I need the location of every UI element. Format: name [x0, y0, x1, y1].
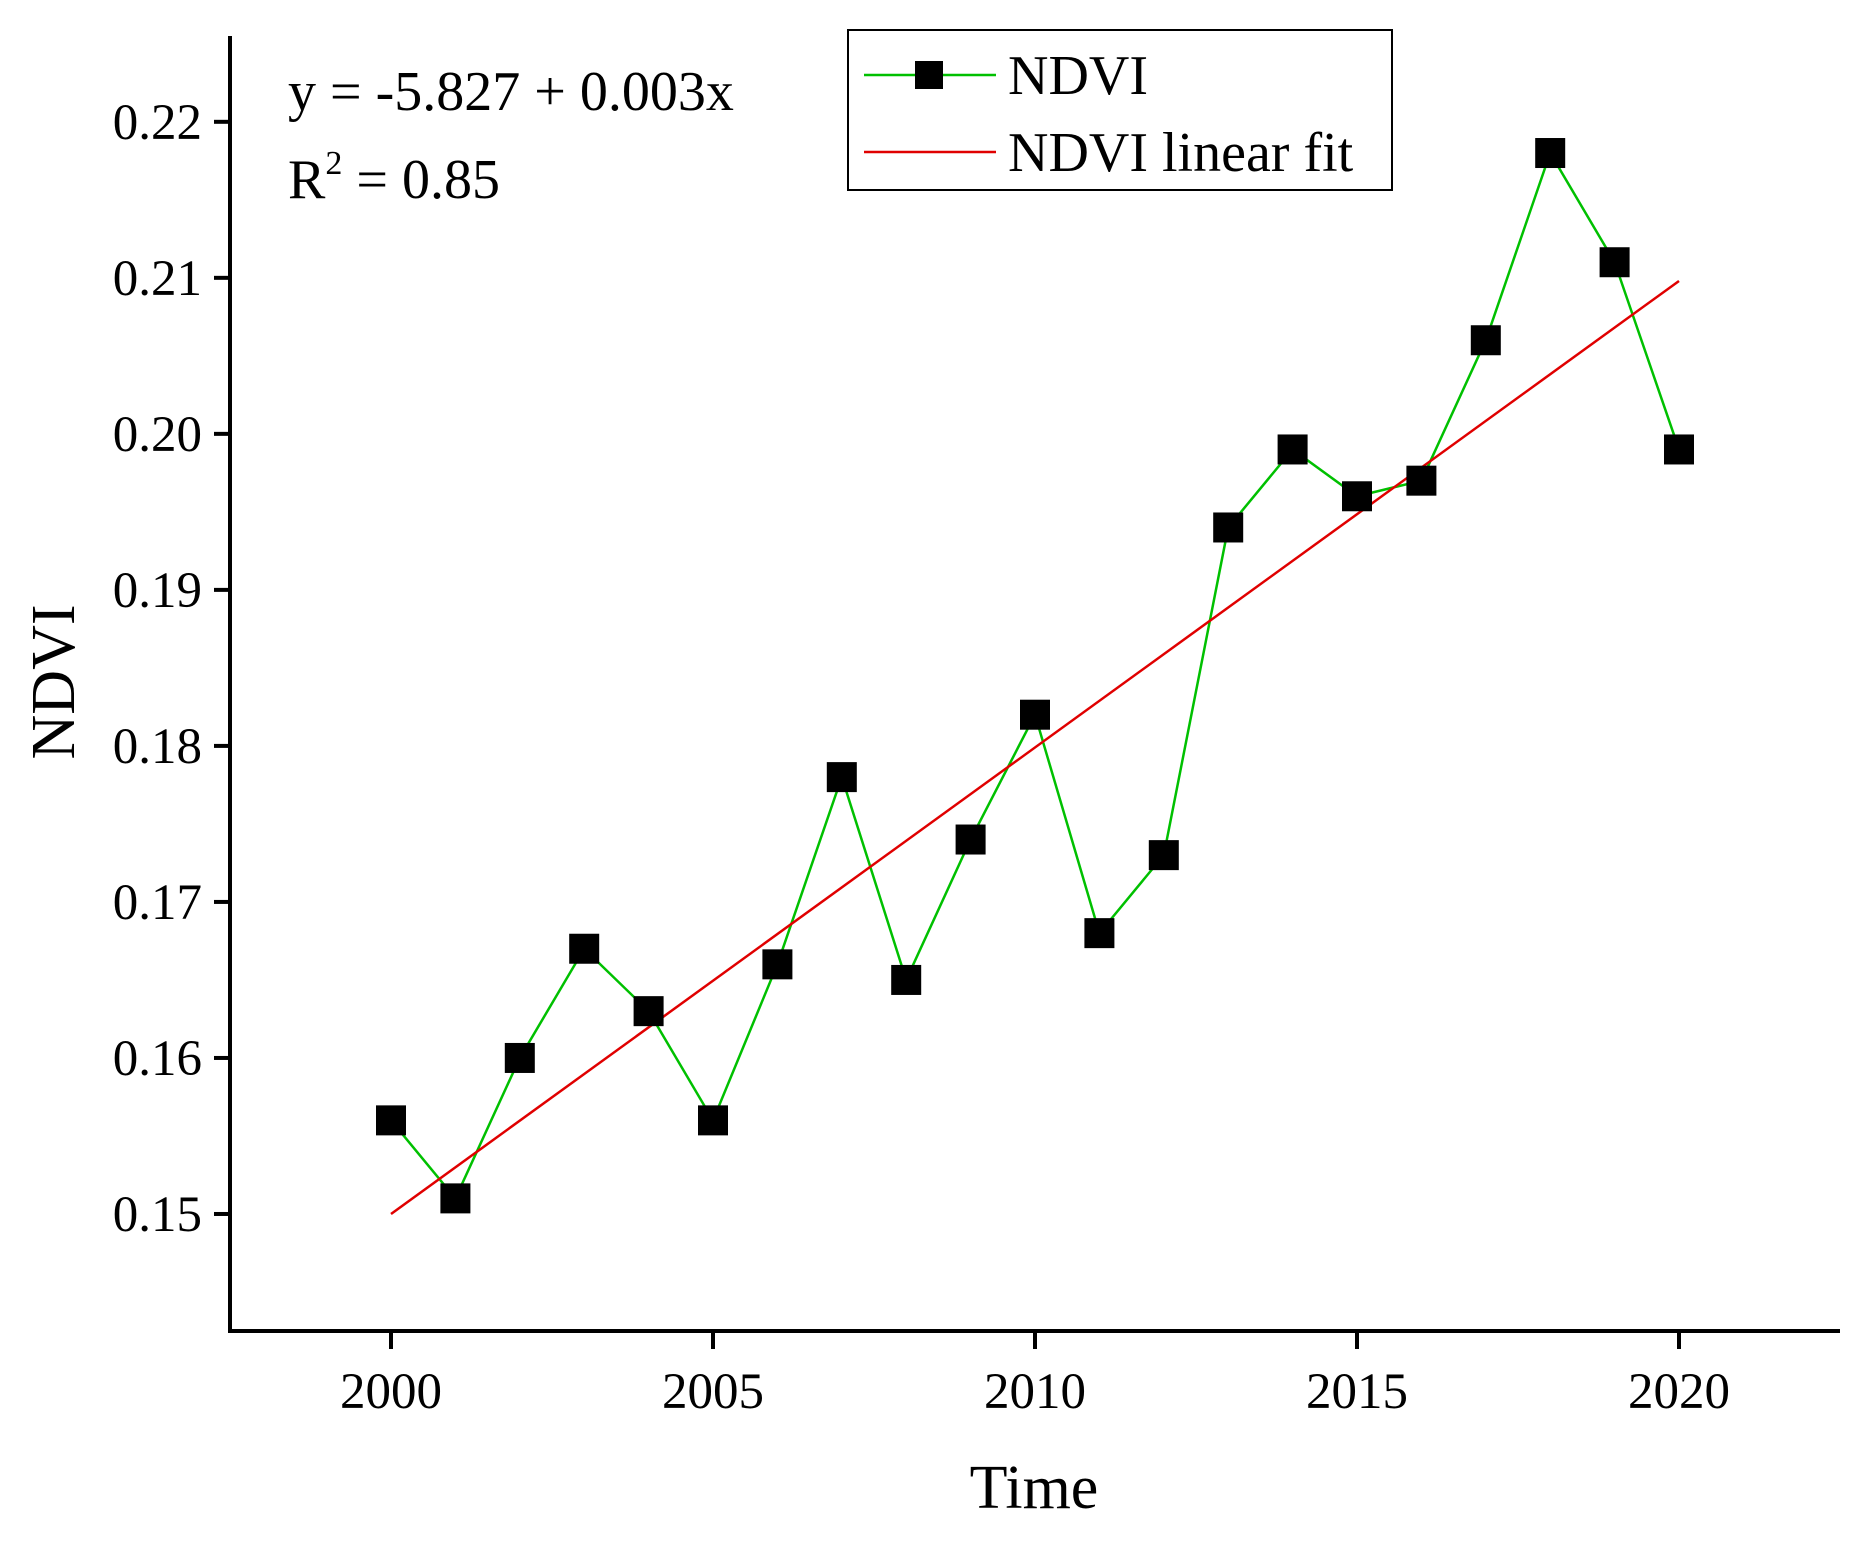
legend-ndvi-marker — [915, 61, 943, 89]
x-tick-label: 2015 — [1306, 1364, 1408, 1420]
x-tick-label: 2010 — [984, 1364, 1086, 1420]
ndvi-point — [504, 1042, 535, 1073]
ndvi-point — [376, 1105, 406, 1136]
ndvi-series-line — [390, 150, 1681, 1201]
x-tick-label: 2020 — [1628, 1364, 1730, 1420]
ndvi-point — [1020, 699, 1050, 730]
ndvi-point — [1148, 840, 1179, 871]
ndvi-point — [440, 1183, 471, 1214]
y-tick-label: 0.22 — [113, 95, 202, 151]
ndvi-point — [1406, 465, 1437, 496]
y-tick-label: 0.17 — [113, 875, 202, 931]
ndvi-point — [1277, 434, 1308, 465]
y-axis-title: NDVI — [20, 605, 88, 760]
r-squared-superscript: 2 — [325, 145, 342, 182]
y-tick-label: 0.19 — [113, 563, 202, 619]
y-tick-label: 0.20 — [113, 407, 202, 463]
legend-ndvi-label: NDVI — [1008, 45, 1148, 107]
y-ticks: 0.15 0.16 0.17 0.18 0.19 0.20 0.21 0.22 — [113, 95, 230, 1243]
legend-fit-label: NDVI linear fit — [1008, 122, 1354, 184]
ndvi-point — [1535, 138, 1566, 169]
ndvi-point — [1664, 434, 1694, 465]
y-tick-label: 0.15 — [113, 1187, 202, 1243]
legend-box — [847, 29, 1393, 191]
ndvi-point — [1084, 918, 1115, 949]
ndvi-point — [698, 1105, 728, 1136]
ndvi-point — [1213, 512, 1244, 543]
ndvi-point — [955, 824, 986, 855]
ndvi-point — [569, 933, 600, 964]
plot-lines — [390, 150, 1681, 1215]
ndvi-point — [1470, 325, 1501, 356]
y-tick-label: 0.21 — [113, 251, 202, 307]
x-tick-label: 2000 — [340, 1364, 442, 1420]
x-tick-label: 2005 — [662, 1364, 764, 1420]
ndvi-point — [633, 996, 664, 1027]
r-squared-prefix: R — [288, 149, 326, 211]
ndvi-point — [1342, 481, 1372, 512]
ndvi-point — [826, 762, 857, 793]
r-squared-label: R2 = 0.85 — [288, 145, 500, 211]
ndvi-point — [1599, 247, 1630, 278]
y-tick-label: 0.16 — [113, 1031, 202, 1087]
x-axis-title: Time — [970, 1454, 1099, 1522]
y-tick-label: 0.18 — [113, 719, 202, 775]
ndvi-point — [762, 949, 793, 980]
ndvi-linear-fit-line — [390, 279, 1680, 1215]
ndvi-point — [891, 964, 922, 995]
x-ticks: 2000 2005 2010 2015 2020 — [340, 1331, 1730, 1420]
legend: NDVI NDVI linear fit — [847, 29, 1393, 191]
regression-equation: y = -5.827 + 0.003x — [288, 61, 734, 123]
r-squared-value: = 0.85 — [342, 149, 500, 211]
plot-markers — [376, 138, 1694, 1214]
